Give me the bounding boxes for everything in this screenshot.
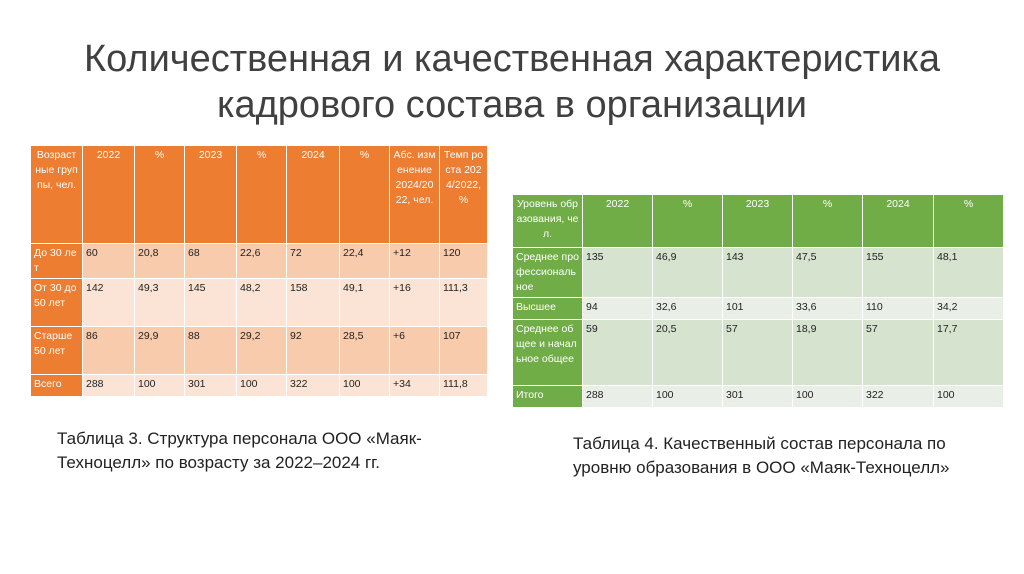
table-cell: +34 [389,374,440,397]
table-cell: 34,2 [933,297,1004,320]
table-cell: 22,6 [236,243,287,279]
header-cell: % [339,145,390,244]
row-label: Старше 50 лет [30,326,83,375]
header-cell: Уровень образования, чел. [512,194,583,248]
table-cell: 145 [184,278,237,327]
slide-title-line-2: кадрового состава в организации [217,84,807,126]
header-cell: 2022 [82,145,135,244]
table-row: Среднее профессиональное 135 46,9 143 47… [512,247,1004,298]
table-cell: 288 [82,374,135,397]
table-cell: 100 [134,374,185,397]
table-cell: 143 [722,247,793,298]
table-cell: 22,4 [339,243,390,279]
row-label: Высшее [512,297,583,320]
table-header-row: Возрастные группы, чел. 2022 % 2023 % 20… [30,145,488,244]
header-cell: 2022 [582,194,653,248]
table-cell: 158 [286,278,340,327]
header-cell: Возрастные группы, чел. [30,145,83,244]
table4-caption: Таблица 4. Качественный состав персонала… [573,434,950,477]
table-cell: 48,2 [236,278,287,327]
table-cell: 110 [862,297,934,320]
table-cell: 111,8 [439,374,488,397]
table3-caption: Таблица 3. Структура персонала ООО «Маяк… [57,429,422,472]
table-cell: 107 [439,326,488,375]
header-cell: Абс. изменение 2024/2022, чел. [389,145,440,244]
row-label: Всего [30,374,83,397]
table-row: Старше 50 лет 86 29,9 88 29,2 92 28,5 +6… [30,326,488,375]
row-label: До 30 лет [30,243,83,279]
table-cell: +6 [389,326,440,375]
table-cell: 72 [286,243,340,279]
table-cell: 68 [184,243,237,279]
slide-title: Количественная и качественная характерис… [40,36,984,128]
table-cell: 288 [582,385,653,408]
table-cell: 100 [933,385,1004,408]
header-cell: % [652,194,723,248]
table-cell: 142 [82,278,135,327]
table-cell: 29,2 [236,326,287,375]
table-cell: +16 [389,278,440,327]
table-cell: 100 [236,374,287,397]
table-cell: 57 [862,319,934,386]
table-cell: 301 [722,385,793,408]
table-cell: 100 [652,385,723,408]
table-cell: 17,7 [933,319,1004,386]
table-cell: 20,5 [652,319,723,386]
table-cell: 100 [339,374,390,397]
table-cell: 18,9 [792,319,863,386]
slide-title-line-1: Количественная и качественная характерис… [83,38,941,80]
header-cell: Темп роста 2024/2022, % [439,145,488,244]
row-label: От 30 до 50 лет [30,278,83,327]
table-cell: 101 [722,297,793,320]
table-cell: 46,9 [652,247,723,298]
table-cell: 88 [184,326,237,375]
header-cell: % [792,194,863,248]
table-cell: +12 [389,243,440,279]
table-row: Итого 288 100 301 100 322 100 [512,385,1004,408]
header-cell: % [236,145,287,244]
table-cell: 28,5 [339,326,390,375]
table-cell: 86 [82,326,135,375]
header-cell: 2023 [184,145,237,244]
table-cell: 111,3 [439,278,488,327]
table-cell: 92 [286,326,340,375]
table-cell: 48,1 [933,247,1004,298]
table-row: До 30 лет 60 20,8 68 22,6 72 22,4 +12 12… [30,243,488,279]
table-cell: 100 [792,385,863,408]
table-cell: 301 [184,374,237,397]
education-structure-table: Уровень образования, чел. 2022 % 2023 % … [512,194,1004,408]
header-cell: % [134,145,185,244]
table-cell: 32,6 [652,297,723,320]
table-cell: 29,9 [134,326,185,375]
table-row: Высшее 94 32,6 101 33,6 110 34,2 [512,297,1004,320]
table-cell: 49,1 [339,278,390,327]
header-cell: 2024 [862,194,934,248]
table-cell: 60 [82,243,135,279]
table-header-row: Уровень образования, чел. 2022 % 2023 % … [512,194,1004,248]
table-cell: 49,3 [134,278,185,327]
table-cell: 322 [286,374,340,397]
table-cell: 33,6 [792,297,863,320]
header-cell: 2024 [286,145,340,244]
table-row: Среднее общее и начальное общее 59 20,5 … [512,319,1004,386]
table-cell: 322 [862,385,934,408]
table-cell: 20,8 [134,243,185,279]
table-row: От 30 до 50 лет 142 49,3 145 48,2 158 49… [30,278,488,327]
row-label: Итого [512,385,583,408]
age-structure-table: Возрастные группы, чел. 2022 % 2023 % 20… [30,145,488,397]
row-label: Среднее общее и начальное общее [512,319,583,386]
table-cell: 59 [582,319,653,386]
table-cell: 94 [582,297,653,320]
table-cell: 57 [722,319,793,386]
row-label: Среднее профессиональное [512,247,583,298]
table-cell: 135 [582,247,653,298]
header-cell: 2023 [722,194,793,248]
header-cell: % [933,194,1004,248]
table-row: Всего 288 100 301 100 322 100 +34 111,8 [30,374,488,397]
table-cell: 155 [862,247,934,298]
table-cell: 120 [439,243,488,279]
table-cell: 47,5 [792,247,863,298]
